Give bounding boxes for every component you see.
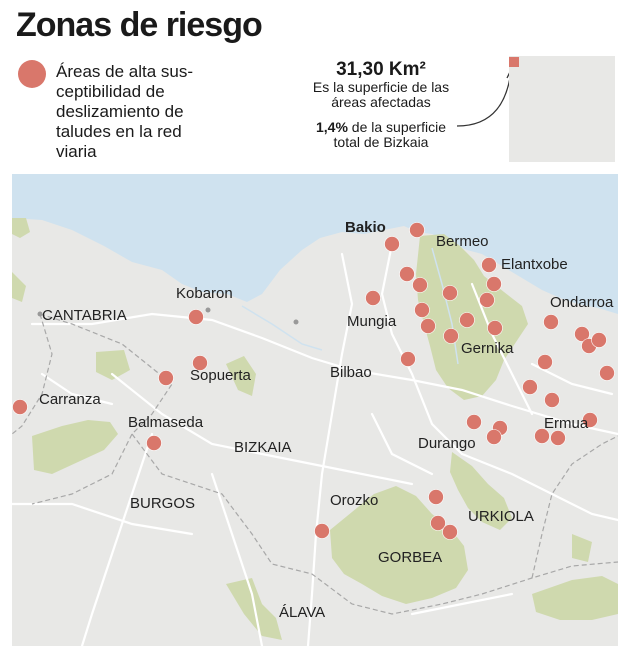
park-urkiola — [450, 452, 512, 530]
label-carranza: Carranza — [39, 391, 101, 408]
area-caption: Es la superficie de las — [312, 79, 450, 95]
hazard-dot — [146, 435, 162, 451]
label-ondarroa: Ondarroa — [550, 294, 614, 311]
label-mungia: Mungia — [347, 313, 397, 330]
percent-line: 1,4% de la superficie — [296, 120, 466, 135]
hazard-dot — [537, 354, 553, 370]
label-gernika: Gernika — [461, 340, 514, 357]
label-orozko: Orozko — [330, 492, 378, 509]
hazard-dot — [599, 365, 615, 381]
hazard-dot — [314, 523, 330, 539]
risk-map: Bakio Bermeo Elantxobe Ondarroa Kobaron … — [12, 174, 618, 646]
hazard-dot — [412, 277, 428, 293]
scale-inset — [509, 56, 615, 162]
hazard-dot — [414, 302, 430, 318]
label-bermeo: Bermeo — [436, 233, 489, 250]
town-markers — [37, 307, 299, 325]
hazard-dot — [550, 430, 566, 446]
hazard-dot — [466, 414, 482, 430]
hazard-zones — [12, 222, 615, 540]
legend-swatch — [18, 60, 46, 88]
park-armañon — [32, 420, 118, 474]
legend-line: viaria — [56, 142, 97, 161]
hazard-dot — [12, 399, 28, 415]
hazard-dot — [192, 355, 208, 371]
scale-inset-marker — [509, 57, 519, 67]
hazard-dot — [582, 412, 598, 428]
stats-panel: 31,30 Km² Es la superficie de las áreas … — [296, 60, 466, 150]
hazard-dot — [574, 326, 590, 342]
hazard-dot — [409, 222, 425, 238]
hazard-dot — [443, 328, 459, 344]
legend-line: taludes en la red — [56, 122, 182, 141]
hazard-dot — [486, 429, 502, 445]
hazard-dot — [459, 312, 475, 328]
label-gorbea: GORBEA — [378, 549, 442, 566]
label-elantxobe: Elantxobe — [501, 256, 568, 273]
park-west-ridge — [226, 356, 256, 396]
legend-label: Áreas de alta sus- ceptibilidad de desli… — [56, 62, 216, 162]
hazard-dot — [486, 276, 502, 292]
area-value: 31,30 Km² — [336, 59, 426, 80]
park-east — [572, 534, 592, 562]
hazard-dot — [400, 351, 416, 367]
hazard-dot — [399, 266, 415, 282]
area-caption: áreas afectadas — [331, 94, 431, 110]
hazard-dot — [479, 292, 495, 308]
label-burgos: BURGOS — [130, 495, 195, 512]
hazard-dot — [158, 370, 174, 386]
label-cantabria: CANTABRIA — [42, 307, 127, 324]
page-title: Zonas de riesgo — [16, 6, 263, 44]
hazard-dot — [428, 489, 444, 505]
park-sopuerta — [96, 350, 130, 380]
label-urkiola: URKIOLA — [468, 508, 534, 525]
percent-caption: de la superficie — [347, 119, 446, 135]
hazard-dot — [487, 320, 503, 336]
label-kobaron: Kobaron — [176, 285, 233, 302]
legend-line: Áreas de alta sus- — [56, 62, 194, 81]
label-ermua: Ermua — [544, 415, 589, 432]
park-gorbea — [330, 486, 468, 604]
park-south-east — [532, 576, 618, 620]
label-bilbao: Bilbao — [330, 364, 372, 381]
hazard-dot — [534, 428, 550, 444]
hazard-dot — [481, 257, 497, 273]
hazard-dot — [543, 314, 559, 330]
percent-caption: total de Bizkaia — [333, 134, 429, 150]
label-bakio: Bakio — [345, 219, 386, 236]
label-alava: ÁLAVA — [279, 604, 325, 621]
hazard-dot — [384, 236, 400, 252]
hazard-dot — [591, 332, 607, 348]
hazard-dot — [522, 379, 538, 395]
hazard-dot — [420, 318, 436, 334]
hazard-dot — [188, 309, 204, 325]
hazard-dot — [442, 524, 458, 540]
hazard-dot — [430, 515, 446, 531]
label-durango: Durango — [418, 435, 476, 452]
label-bizkaia: BIZKAIA — [234, 439, 292, 456]
legend-line: ceptibilidad de — [56, 82, 165, 101]
rivers — [241, 247, 459, 365]
hazard-dot — [365, 290, 381, 306]
percent-value: 1,4% — [316, 119, 348, 135]
label-balmaseda: Balmaseda — [128, 414, 204, 431]
road-network — [12, 242, 618, 646]
legend-line: deslizamiento de — [56, 102, 184, 121]
hazard-dot — [442, 285, 458, 301]
province-borders — [12, 313, 618, 615]
hazard-dot — [544, 392, 560, 408]
label-sopuerta: Sopuerta — [190, 367, 252, 384]
